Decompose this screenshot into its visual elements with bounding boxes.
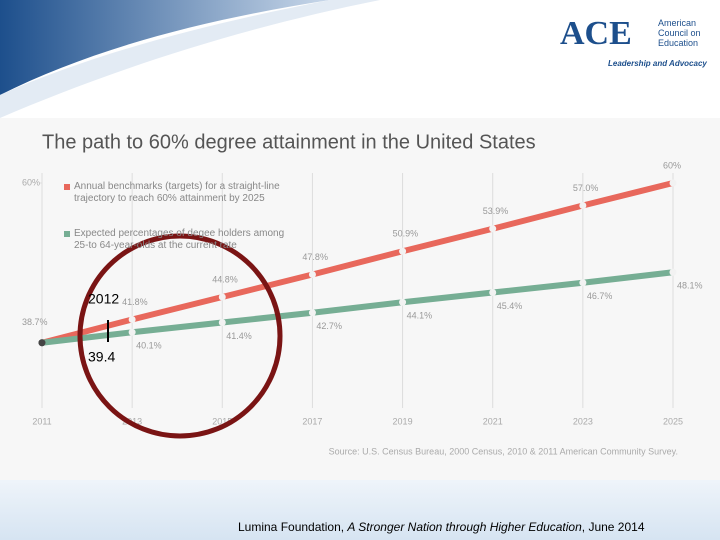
legend-entry: Annual benchmarks (targets) for a straig… [64, 181, 289, 205]
chart-background [0, 118, 720, 480]
data-point [218, 319, 226, 326]
x-tick-label: 2019 [393, 416, 413, 426]
citation: Lumina Foundation, A Stronger Nation thr… [238, 520, 645, 534]
value-label: 41.4% [226, 331, 252, 341]
swoosh [0, 0, 330, 95]
data-point [128, 316, 136, 323]
source: Source: U.S. Census Bureau, 2000 Census,… [329, 446, 678, 456]
data-point [308, 271, 316, 278]
value-label: 47.8% [302, 252, 328, 262]
citation-text: , June 2014 [581, 520, 645, 534]
value-label: 60% [663, 160, 681, 170]
y-tick-label: 60% [22, 177, 40, 187]
value-label: 44.1% [407, 311, 433, 321]
legend-swatch [64, 231, 70, 237]
data-point [399, 247, 407, 255]
series-line [39, 180, 676, 346]
value-label: 38.7% [22, 317, 48, 327]
citation-text: Lumina Foundation, [238, 520, 348, 534]
series-line [39, 269, 676, 346]
logo: ACE [560, 15, 632, 52]
data-point [669, 268, 677, 276]
legend-swatch [64, 184, 70, 190]
x-tick-label: 2017 [302, 416, 322, 426]
value-label: 44.8% [212, 274, 238, 284]
value-label: 53.9% [483, 206, 509, 216]
data-point [489, 225, 497, 233]
highlight-circle [77, 233, 283, 439]
value-label: 50.9% [393, 229, 419, 239]
data-point [38, 339, 46, 347]
x-tick-label: 2021 [483, 416, 503, 426]
data-point [128, 328, 136, 336]
value-label: 42.7% [316, 321, 342, 331]
org-name: American Council on Education [658, 18, 701, 48]
data-point [579, 279, 587, 287]
data-point [579, 202, 587, 209]
chart-title: The path to 60% degree attainment in the… [42, 131, 536, 153]
value-label: 40.1% [136, 341, 162, 351]
x-tick-label: 2011 [32, 416, 51, 426]
value-label: 41.8% [122, 297, 148, 307]
tagline: Leadership and Advocacy [608, 59, 707, 68]
data-point [489, 289, 497, 296]
value-label: 45.4% [497, 301, 523, 311]
value-label: 46.7% [587, 291, 613, 301]
value-label: 57.0% [573, 183, 599, 193]
x-tick-label: 2023 [573, 416, 593, 426]
x-tick-label: 2025 [663, 416, 683, 426]
data-point [399, 298, 407, 306]
data-point [218, 293, 226, 301]
data-point [669, 179, 677, 187]
citation-title: A Stronger Nation through Higher Educati… [347, 520, 582, 534]
legend-label: Expected percentages of degee holders am… [74, 228, 285, 251]
annotation: 39.4 [88, 349, 115, 365]
legend-entry: Expected percentages of degee holders am… [64, 228, 289, 252]
x-tick-label: 2015 [212, 416, 232, 426]
annotation: 2012 [88, 291, 119, 307]
value-label: 48.1% [677, 281, 703, 291]
data-point [308, 309, 316, 317]
legend-label: Annual benchmarks (targets) for a straig… [74, 181, 280, 204]
